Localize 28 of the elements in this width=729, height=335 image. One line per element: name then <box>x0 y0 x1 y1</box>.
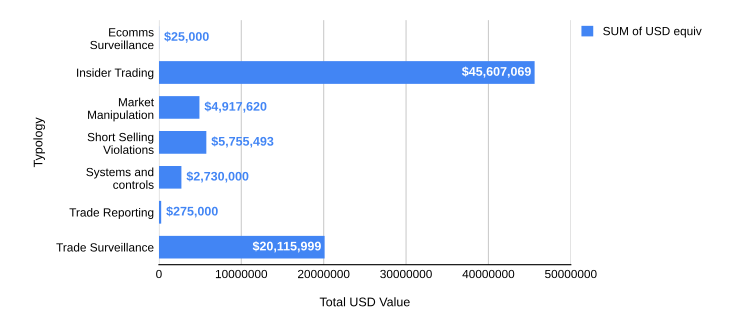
y-tick-label: Systems and controls <box>86 168 154 189</box>
data-label: $25,000 <box>164 32 209 43</box>
y-tick-label: Ecomms Surveillance <box>90 28 154 50</box>
x-tick-label: 10000000 <box>216 270 268 278</box>
bar <box>158 166 182 189</box>
y-tick-label: Trade Surveillance <box>56 242 154 252</box>
bar <box>158 61 535 84</box>
y-tick-label: Market Manipulation <box>88 98 154 122</box>
x-tick-label: 30000000 <box>380 270 432 278</box>
data-label: $20,115,999 <box>252 241 321 252</box>
bar <box>158 131 206 154</box>
data-label: $5,755,493 <box>211 136 274 148</box>
y-axis-title: Typology <box>33 117 45 168</box>
data-label: $4,917,620 <box>204 101 266 113</box>
x-tick-label: 50000000 <box>545 270 597 278</box>
data-label: $2,730,000 <box>186 171 248 182</box>
x-axis-title: Total USD Value <box>320 297 410 306</box>
legend-label: SUM of USD equiv <box>603 26 702 38</box>
x-tick-label: 20000000 <box>298 270 350 278</box>
y-tick-label: Short Selling Violations <box>88 132 154 154</box>
y-tick-label: Trade Reporting <box>69 208 154 219</box>
y-tick-label: Insider Trading <box>77 68 154 80</box>
bar <box>158 236 325 259</box>
data-label: $45,607,069 <box>462 66 531 78</box>
x-tick-label: 40000000 <box>462 270 514 278</box>
x-tick-label: 0 <box>156 270 162 278</box>
data-label: $275,000 <box>166 206 218 218</box>
bar <box>158 96 200 119</box>
